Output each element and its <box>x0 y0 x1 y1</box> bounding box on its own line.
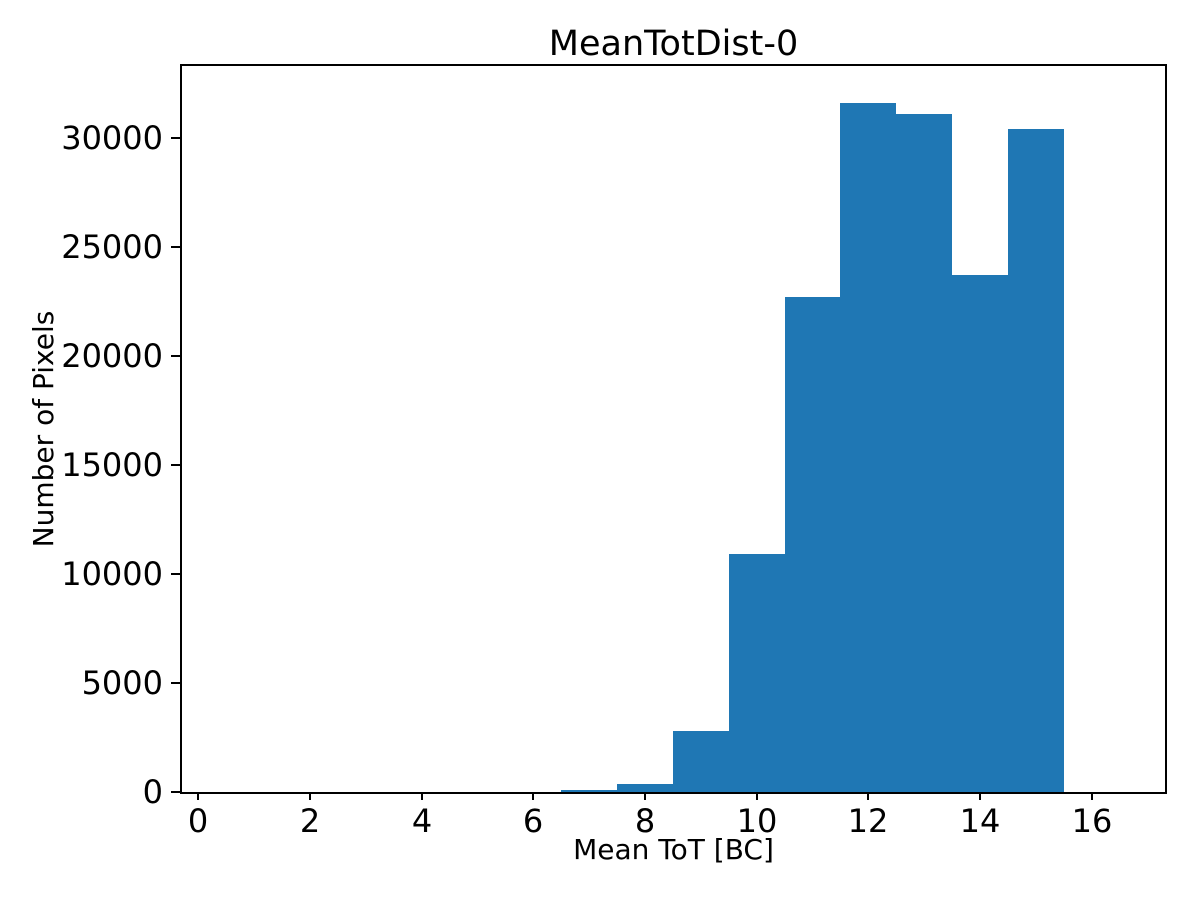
x-tick-label: 14 <box>959 802 1001 840</box>
x-tick-mark <box>1091 793 1093 800</box>
y-tick-mark <box>171 246 180 248</box>
y-tick-mark <box>171 682 180 684</box>
y-tick-label: 25000 <box>61 228 163 266</box>
histogram-bar-8 <box>617 784 673 792</box>
x-tick-mark <box>979 793 981 800</box>
x-tick-mark <box>867 793 869 800</box>
x-tick-mark <box>421 793 423 800</box>
x-tick-label: 2 <box>299 802 321 840</box>
x-tick-mark <box>309 793 311 800</box>
y-tick-label: 20000 <box>61 337 163 375</box>
x-tick-mark <box>756 793 758 800</box>
x-tick-mark <box>532 793 534 800</box>
y-tick-mark <box>171 464 180 466</box>
x-tick-label: 0 <box>187 802 209 840</box>
histogram-bar-9 <box>673 731 729 792</box>
histogram-bar-10 <box>729 554 785 792</box>
x-tick-mark <box>644 793 646 800</box>
x-tick-mark <box>197 793 199 800</box>
histogram-bar-7 <box>561 790 617 792</box>
x-tick-label: 6 <box>522 802 544 840</box>
y-tick-mark <box>171 137 180 139</box>
y-tick-mark <box>171 355 180 357</box>
chart-title: MeanTotDist-0 <box>548 24 799 64</box>
histogram-bar-14 <box>952 275 1008 792</box>
y-tick-label: 0 <box>142 773 163 811</box>
x-axis-label: Mean ToT [BC] <box>573 833 774 866</box>
y-tick-mark <box>171 573 180 575</box>
y-tick-mark <box>171 791 180 793</box>
x-tick-label: 8 <box>634 802 656 840</box>
y-tick-label: 15000 <box>61 446 163 484</box>
x-tick-label: 10 <box>736 802 778 840</box>
histogram-bar-12 <box>840 103 896 792</box>
histogram-bar-11 <box>785 297 840 792</box>
y-tick-label: 30000 <box>61 119 163 157</box>
y-tick-label: 5000 <box>81 664 163 702</box>
histogram-bar-15 <box>1008 129 1064 792</box>
histogram-bar-13 <box>896 114 952 792</box>
y-tick-label: 10000 <box>61 555 163 593</box>
x-tick-label: 16 <box>1071 802 1113 840</box>
x-tick-label: 4 <box>411 802 433 840</box>
x-tick-label: 12 <box>847 802 889 840</box>
